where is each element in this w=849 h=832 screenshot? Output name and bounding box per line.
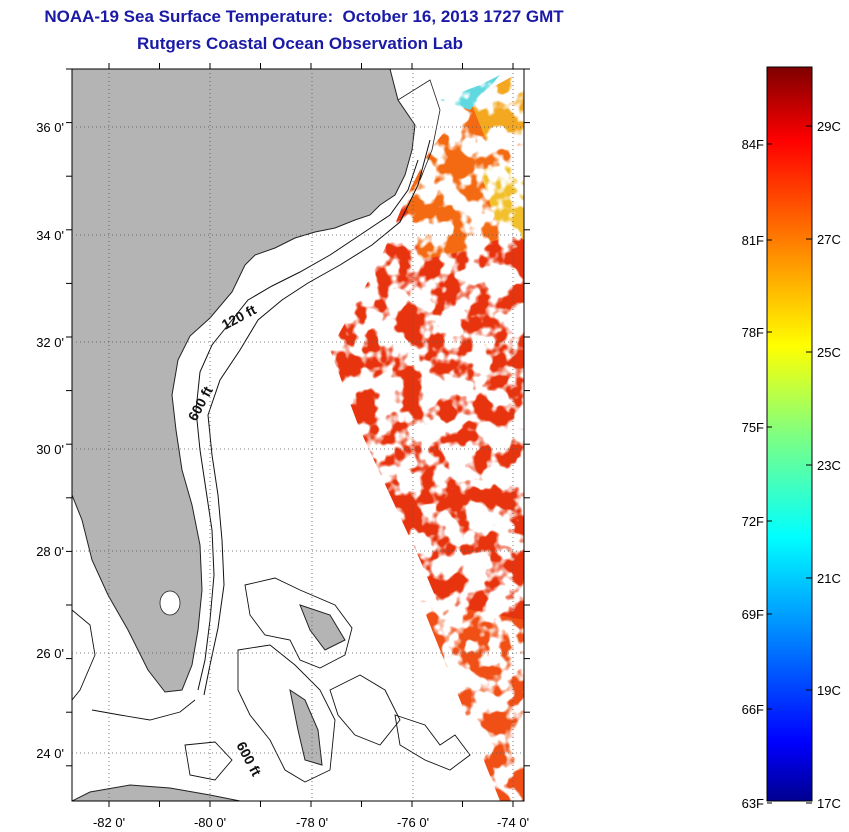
colorbar-f-label: 72F (742, 514, 764, 529)
lat-label: 30 0' (36, 442, 64, 457)
colorbar-f-label: 81F (742, 233, 764, 248)
colorbar-f-label: 66F (742, 702, 764, 717)
map-subtitle: Rutgers Coastal Ocean Observation Lab (137, 34, 463, 53)
colorbar-f-label: 84F (742, 137, 764, 152)
colorbar-c-label: 19C (817, 683, 841, 698)
colorbar-c-label: 25C (817, 345, 841, 360)
colorbar-f-label: 63F (742, 796, 764, 811)
colorbar-celsius-labels: 29C 27C 25C 23C 21C 19C 17C (806, 119, 841, 811)
colorbar-c-label: 17C (817, 796, 841, 811)
lat-label: 26 0' (36, 646, 64, 661)
lat-label: 32 0' (36, 335, 64, 350)
colorbar-f-label: 69F (742, 607, 764, 622)
lon-label: -74 0' (497, 815, 529, 830)
lon-label: -80 0' (194, 815, 226, 830)
colorbar-c-label: 23C (817, 458, 841, 473)
colorbar-c-label: 29C (817, 119, 841, 134)
colorbar-c-label: 21C (817, 571, 841, 586)
colorbar-f-label: 75F (742, 420, 764, 435)
lon-label: -78 0' (296, 815, 328, 830)
colorbar-fahrenheit-labels: 84F 81F 78F 75F 72F 69F 66F 63F (742, 137, 772, 811)
lon-label: -76 0' (397, 815, 429, 830)
colorbar-c-label: 27C (817, 232, 841, 247)
longitude-labels: -82 0' -80 0' -78 0' -76 0' -74 0' (93, 815, 529, 830)
lat-label: 24 0' (36, 746, 64, 761)
temperature-colorbar (766, 66, 813, 802)
map-title: NOAA-19 Sea Surface Temperature: October… (44, 7, 564, 26)
graticule (66, 63, 530, 807)
lat-label: 34 0' (36, 228, 64, 243)
bahamas-banks (72, 577, 471, 783)
colorbar-f-label: 78F (742, 325, 764, 340)
land-mass (72, 69, 416, 693)
contour-600ft (203, 139, 431, 696)
lat-label: 36 0' (36, 120, 64, 135)
sst-swath (330, 69, 524, 801)
lat-label: 28 0' (36, 544, 64, 559)
latitude-labels: 36 0' 34 0' 32 0' 30 0' 28 0' 26 0' 24 0' (36, 120, 64, 761)
lon-label: -82 0' (93, 815, 125, 830)
